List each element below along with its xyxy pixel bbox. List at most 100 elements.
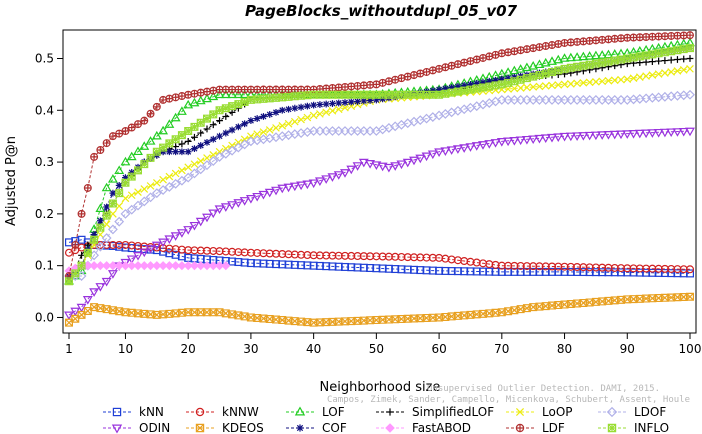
data-point [472, 84, 481, 93]
data-point [189, 261, 200, 271]
data-point [497, 308, 506, 317]
data-point [108, 261, 118, 271]
data-point [284, 119, 293, 128]
legend-marker [294, 406, 306, 416]
data-point [127, 191, 136, 200]
data-point [329, 100, 336, 107]
data-point [467, 80, 474, 88]
data-point [679, 45, 688, 54]
data-point [202, 213, 212, 223]
data-point [441, 89, 450, 98]
data-point [139, 248, 150, 258]
data-point [623, 75, 632, 84]
x-tick-label: 100 [679, 342, 702, 356]
data-point [82, 296, 93, 305]
data-point [453, 87, 462, 96]
data-point [648, 58, 656, 65]
data-point [140, 116, 149, 125]
series-knnw [64, 240, 694, 274]
data-point [290, 117, 299, 126]
data-point [195, 164, 206, 175]
data-point [667, 47, 676, 56]
data-point [566, 63, 575, 72]
data-point [171, 135, 180, 144]
data-point [259, 128, 268, 136]
data-point [103, 203, 111, 211]
data-point [195, 217, 206, 227]
data-point [114, 216, 125, 227]
data-point [272, 124, 280, 132]
data-point [534, 59, 545, 69]
data-point [509, 137, 520, 146]
data-point [247, 132, 255, 141]
legend-marker [385, 423, 395, 433]
data-point [548, 67, 556, 76]
data-point [383, 163, 394, 173]
legend-label: LoOP [542, 405, 573, 419]
series-line-ldf [68, 34, 691, 277]
data-point [76, 265, 87, 275]
data-point [496, 138, 507, 147]
data-point [178, 148, 186, 156]
series-fastabod [64, 261, 231, 276]
data-point [146, 182, 155, 190]
data-point [215, 106, 224, 115]
data-point [522, 45, 531, 54]
data-point [196, 118, 205, 127]
data-point [685, 265, 694, 274]
data-point [102, 139, 111, 147]
data-point [328, 106, 337, 115]
data-point [139, 261, 149, 271]
data-point [485, 82, 494, 91]
data-point [409, 156, 419, 166]
data-point [560, 80, 569, 89]
data-point [591, 59, 600, 68]
data-point [184, 137, 192, 145]
data-point [597, 50, 608, 59]
data-point [604, 57, 613, 66]
data-point [152, 178, 161, 187]
legend-item-inflo: INFLO [598, 421, 669, 434]
data-point [523, 83, 531, 92]
data-point [471, 142, 482, 151]
data-point [133, 261, 143, 271]
x-tick-label: 70 [494, 342, 509, 356]
data-point [101, 182, 112, 192]
data-point [585, 60, 594, 69]
data-point [534, 134, 545, 144]
data-point [165, 148, 173, 156]
data-point [121, 194, 130, 203]
data-point [604, 76, 613, 85]
data-point [322, 108, 331, 117]
data-point [96, 217, 104, 225]
data-point [134, 166, 142, 175]
data-point [667, 56, 675, 64]
data-point [529, 83, 538, 91]
data-point [660, 48, 669, 57]
data-point [566, 80, 575, 88]
data-point [553, 54, 564, 64]
data-point [522, 304, 531, 313]
data-point [114, 261, 124, 271]
data-point [183, 226, 194, 235]
data-point [347, 98, 355, 106]
data-point [617, 75, 625, 84]
data-point [184, 163, 193, 172]
data-point [222, 113, 230, 120]
series-kdeos [65, 292, 694, 327]
legend-marker [515, 423, 525, 433]
series-inflo [65, 44, 694, 286]
data-point [648, 50, 657, 59]
x-tick-label: 20 [181, 342, 196, 356]
data-point [239, 197, 250, 206]
data-point [127, 172, 136, 181]
data-point [184, 127, 193, 135]
data-point [191, 145, 198, 153]
data-point [661, 57, 669, 64]
data-point [510, 73, 518, 81]
data-point [484, 140, 495, 149]
data-point [108, 199, 117, 208]
data-point [96, 223, 105, 232]
data-point [285, 105, 292, 113]
data-point [379, 95, 387, 103]
